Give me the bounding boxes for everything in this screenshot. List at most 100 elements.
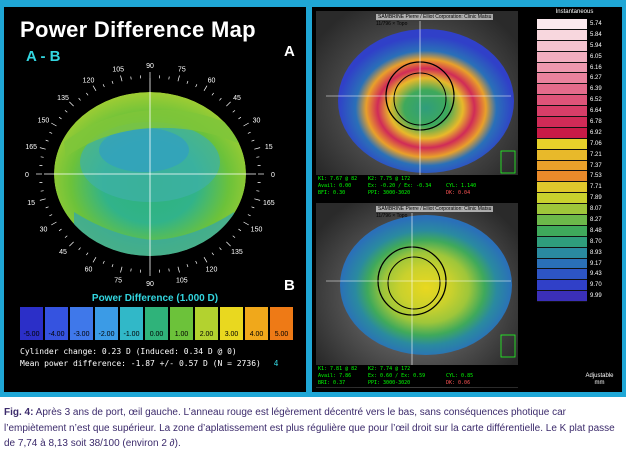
top-keratometry-info: K1: 7.67 @ 82 K2: 7.75 @ 172 Avail: 0.00… xyxy=(316,175,518,197)
ring-tick xyxy=(39,198,46,201)
ring-tick xyxy=(219,247,222,251)
ring-tick xyxy=(40,156,44,158)
ring-angle-label: 105 xyxy=(112,67,124,74)
ring-angle-label: 75 xyxy=(178,67,186,74)
legend-value: 9.17 xyxy=(590,260,602,267)
power-difference-scale-title: Power Difference (1.000 D) xyxy=(91,293,219,304)
top-marker-box xyxy=(500,150,516,174)
bottom-topography-svg xyxy=(316,203,518,388)
ring-angle-label: 150 xyxy=(251,227,263,234)
bottom-info-k2: K2: 7.74 @ 172 xyxy=(368,366,411,372)
ring-tick xyxy=(254,198,261,201)
legend-color-cell xyxy=(537,117,587,128)
legend-value: 7.71 xyxy=(590,184,602,191)
ring-angle-label: 0 xyxy=(271,172,275,179)
legend-color-cell xyxy=(537,29,587,41)
map-title: Power Difference Map xyxy=(20,17,256,42)
scale-cell: 3.00 xyxy=(219,306,244,341)
ring-tick xyxy=(78,247,81,251)
power-difference-map: 0 15 30 45 60 75 90 105 120 135 150 165 0 15 30 45 60 75 9… xyxy=(25,63,275,288)
ring-tick xyxy=(168,268,170,272)
legend-color-cell xyxy=(537,204,587,216)
legend-color-cell xyxy=(537,215,587,226)
legend-value: 9.43 xyxy=(590,271,602,278)
ring-tick xyxy=(256,156,260,158)
legend-value: 7.06 xyxy=(590,140,602,147)
legend-color-cell xyxy=(537,149,587,161)
legend-value: 6.27 xyxy=(590,75,602,82)
panel-label-a: A xyxy=(284,43,295,60)
bottom-keratometry-info: K1: 7.81 @ 82 K2: 7.74 @ 172 Avail: 7.86… xyxy=(316,365,518,387)
legend-value: 5.94 xyxy=(590,42,602,49)
bottom-info-avail: Avail: 7.86 xyxy=(318,373,352,379)
panel-label-b: B xyxy=(284,277,295,294)
legend-value: 6.92 xyxy=(590,129,602,136)
legend-color-cell xyxy=(537,62,587,74)
ring-tick xyxy=(251,139,255,142)
ring-tick xyxy=(243,221,249,226)
top-map-header: SAMBRINE Pierre / Elliot Corporation: Cl… xyxy=(376,14,494,20)
ring-tick xyxy=(130,76,132,80)
legend-value: 8.93 xyxy=(590,249,602,256)
bottom-color-zone xyxy=(340,215,512,355)
legend-color-cell xyxy=(537,182,587,194)
ring-angle-label: 0 xyxy=(25,172,29,179)
legend-color-cell xyxy=(537,138,587,150)
legend-value: 7.37 xyxy=(590,162,602,169)
cylinder-change-text: Cylinder change: 0.23 D (Induced: 0.34 D… xyxy=(20,347,237,356)
legend-value: 5.84 xyxy=(590,31,602,38)
top-color-zone xyxy=(338,29,514,173)
top-topography-map: SAMBRINE Pierre / Elliot Corporation: Cl… xyxy=(316,11,518,196)
legend-color-cell xyxy=(537,160,587,172)
ring-tick xyxy=(64,235,68,238)
scale-value: 2.00 xyxy=(199,331,214,338)
figure-frame: Power Difference Map A - B A B 0 15 30 45 60… xyxy=(0,0,626,397)
scale-cell: -1.00 xyxy=(119,306,144,341)
scale-value: -5.00 xyxy=(23,331,40,338)
ring-tick xyxy=(195,260,198,264)
mean-power-difference-text: Mean power difference: -1.87 +/- 0.57 D … xyxy=(20,359,278,368)
legend-color-cell xyxy=(537,73,587,85)
ring-tick xyxy=(69,101,74,107)
scale-value: 5.00 xyxy=(274,331,289,338)
ring-tick xyxy=(92,85,97,92)
top-info-k2: K2: 7.75 @ 172 xyxy=(368,176,411,182)
scale-cell: 0.00 xyxy=(144,306,169,341)
ring-angle-label: 165 xyxy=(25,144,37,151)
ring-tick xyxy=(111,264,114,268)
bottom-info-k1: K1: 7.81 @ 82 xyxy=(318,366,358,372)
scale-cell: 2.00 xyxy=(194,306,219,341)
legend-color-cell xyxy=(537,258,587,270)
legend-value: 7.21 xyxy=(590,151,602,158)
bottom-inner-ring xyxy=(387,256,441,310)
top-info-bfi: BFI: 0.30 xyxy=(318,190,346,196)
legend-value: 6.52 xyxy=(590,97,602,104)
angle-ring: 0 15 30 45 60 75 90 105 120 135 150 165 0 15 30 45 60 75 9… xyxy=(25,63,275,288)
scale-value: -1.00 xyxy=(123,331,140,338)
scale-value: -2.00 xyxy=(98,331,115,338)
ring-tick xyxy=(168,76,170,80)
ring-angle-label: 165 xyxy=(263,200,275,207)
ring-tick xyxy=(51,221,57,226)
ring-tick xyxy=(111,80,114,84)
ring-angle-label: 15 xyxy=(27,200,35,207)
ring-angle-label: 135 xyxy=(57,95,69,102)
scale-cell: 1.00 xyxy=(169,306,194,341)
ring-tick xyxy=(69,241,74,247)
caption-label: Fig. 4: xyxy=(4,407,34,418)
bottom-info-dk: DK: 0.06 xyxy=(446,380,471,386)
bottom-info-cyl: CYL: 0.85 xyxy=(446,373,474,379)
legend-color-cell xyxy=(537,171,587,183)
ring-tick xyxy=(51,122,57,127)
bottom-map-subheader: 11/796 × Topo xyxy=(376,213,408,219)
ring-tick xyxy=(102,84,105,88)
legend-title: Instantaneous xyxy=(555,9,594,15)
scale-value: 1.00 xyxy=(174,331,189,338)
legend-color-cell xyxy=(537,95,587,107)
legend-color-cell xyxy=(537,269,587,281)
ring-tick xyxy=(254,147,261,150)
ring-tick xyxy=(247,131,251,134)
ring-angle-label: 105 xyxy=(176,277,188,284)
ring-angle-label: 15 xyxy=(265,144,273,151)
bottom-info-ppi: PPI: 3000-3020 xyxy=(368,380,411,386)
